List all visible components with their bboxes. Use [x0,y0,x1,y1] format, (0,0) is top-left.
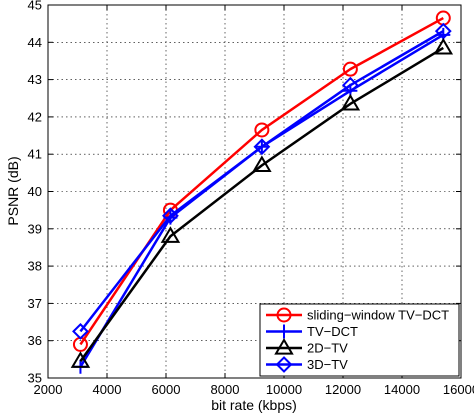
legend-label: TV−DCT [307,324,358,339]
y-tick-label: 36 [28,333,42,348]
x-tick-label: 4000 [93,382,122,397]
series-layer [70,10,454,374]
data-point-diamond [341,76,359,94]
y-tick-label: 35 [28,371,42,386]
legend-marker-plus [277,324,291,339]
data-point-triangle [70,351,91,368]
x-tick-label: 14000 [384,382,420,397]
x-tick-label: 16000 [443,382,474,397]
data-point-triangle [252,155,272,172]
legend-label: 3D−TV [307,357,348,372]
series-line [79,30,444,333]
y-axis-title: PSNR (dB) [5,156,21,225]
y-tick-label: 37 [28,296,42,311]
y-tick-label: 44 [28,35,42,50]
y-tick-label: 41 [28,147,42,162]
data-point-diamond [162,207,179,225]
legend-marker-triangle [274,338,294,355]
data-point-triangle [433,37,454,55]
x-axis-title: bit rate (kbps) [211,397,297,413]
data-point-triangle [340,93,361,111]
x-tick-label: 10000 [266,382,302,397]
legend-marker-circle [276,307,292,323]
ticks: 2000 4000 6000 8000 10000 12000 14000 16000 35 36… [28,0,474,397]
y-tick-label: 42 [28,109,42,124]
data-point-triangle [160,226,181,243]
series-2 [70,37,454,368]
data-point-circle [342,61,358,77]
x-tick-label: 12000 [325,382,361,397]
legend-label: 2D−TV [307,341,348,356]
data-point-diamond [72,322,89,340]
y-tick-label: 43 [28,72,42,87]
legend-label: sliding−window TV−DCT [307,308,449,323]
y-tick-label: 45 [28,0,42,13]
x-tick-label: 2000 [34,382,63,397]
y-tick-label: 38 [28,259,42,274]
data-point-diamond [253,138,271,156]
data-point-circle [254,122,270,138]
legend-marker-diamond [275,356,293,373]
x-tick-label: 8000 [211,382,240,397]
y-tick-label: 40 [28,184,42,199]
x-tick-label: 6000 [152,382,181,397]
y-tick-label: 39 [28,221,42,236]
series-line [79,46,444,362]
